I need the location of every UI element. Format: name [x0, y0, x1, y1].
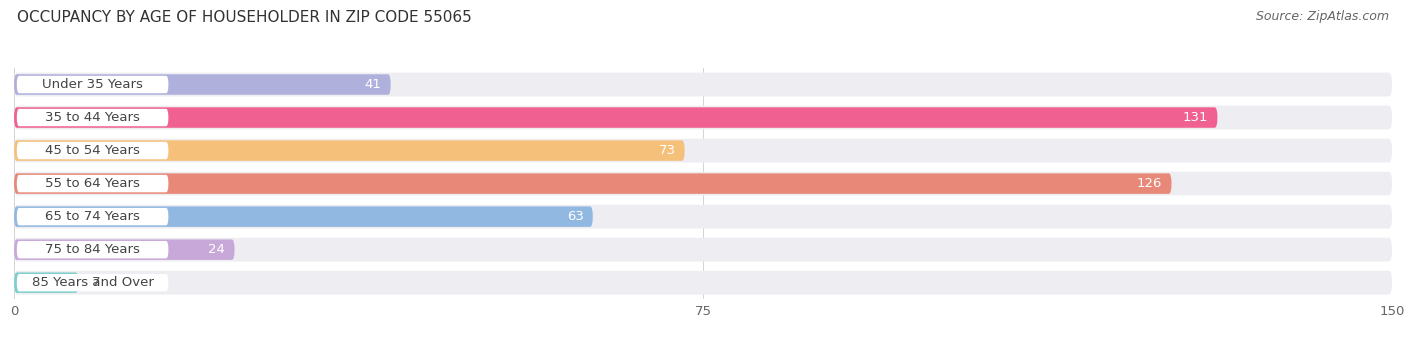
FancyBboxPatch shape: [14, 272, 79, 293]
Text: 85 Years and Over: 85 Years and Over: [32, 276, 153, 289]
Text: 55 to 64 Years: 55 to 64 Years: [45, 177, 141, 190]
Text: OCCUPANCY BY AGE OF HOUSEHOLDER IN ZIP CODE 55065: OCCUPANCY BY AGE OF HOUSEHOLDER IN ZIP C…: [17, 10, 471, 25]
FancyBboxPatch shape: [14, 140, 685, 161]
FancyBboxPatch shape: [14, 205, 1392, 228]
Text: Source: ZipAtlas.com: Source: ZipAtlas.com: [1256, 10, 1389, 23]
FancyBboxPatch shape: [14, 106, 1392, 130]
FancyBboxPatch shape: [17, 76, 169, 93]
FancyBboxPatch shape: [17, 142, 169, 159]
FancyBboxPatch shape: [14, 238, 1392, 261]
Text: 35 to 44 Years: 35 to 44 Years: [45, 111, 141, 124]
Text: 73: 73: [658, 144, 675, 157]
Text: 41: 41: [364, 78, 381, 91]
FancyBboxPatch shape: [14, 173, 1171, 194]
FancyBboxPatch shape: [17, 109, 169, 126]
Text: 45 to 54 Years: 45 to 54 Years: [45, 144, 141, 157]
Text: 24: 24: [208, 243, 225, 256]
FancyBboxPatch shape: [14, 206, 593, 227]
FancyBboxPatch shape: [17, 241, 169, 258]
Text: 63: 63: [567, 210, 583, 223]
FancyBboxPatch shape: [14, 73, 1392, 97]
Text: 126: 126: [1137, 177, 1163, 190]
Text: 7: 7: [93, 276, 101, 289]
FancyBboxPatch shape: [14, 239, 235, 260]
Text: 75 to 84 Years: 75 to 84 Years: [45, 243, 141, 256]
FancyBboxPatch shape: [17, 274, 169, 291]
Text: 131: 131: [1182, 111, 1208, 124]
Text: 65 to 74 Years: 65 to 74 Years: [45, 210, 141, 223]
FancyBboxPatch shape: [14, 139, 1392, 163]
FancyBboxPatch shape: [14, 107, 1218, 128]
Text: Under 35 Years: Under 35 Years: [42, 78, 143, 91]
FancyBboxPatch shape: [14, 74, 391, 95]
FancyBboxPatch shape: [14, 271, 1392, 294]
FancyBboxPatch shape: [17, 175, 169, 192]
FancyBboxPatch shape: [17, 208, 169, 225]
FancyBboxPatch shape: [14, 172, 1392, 195]
